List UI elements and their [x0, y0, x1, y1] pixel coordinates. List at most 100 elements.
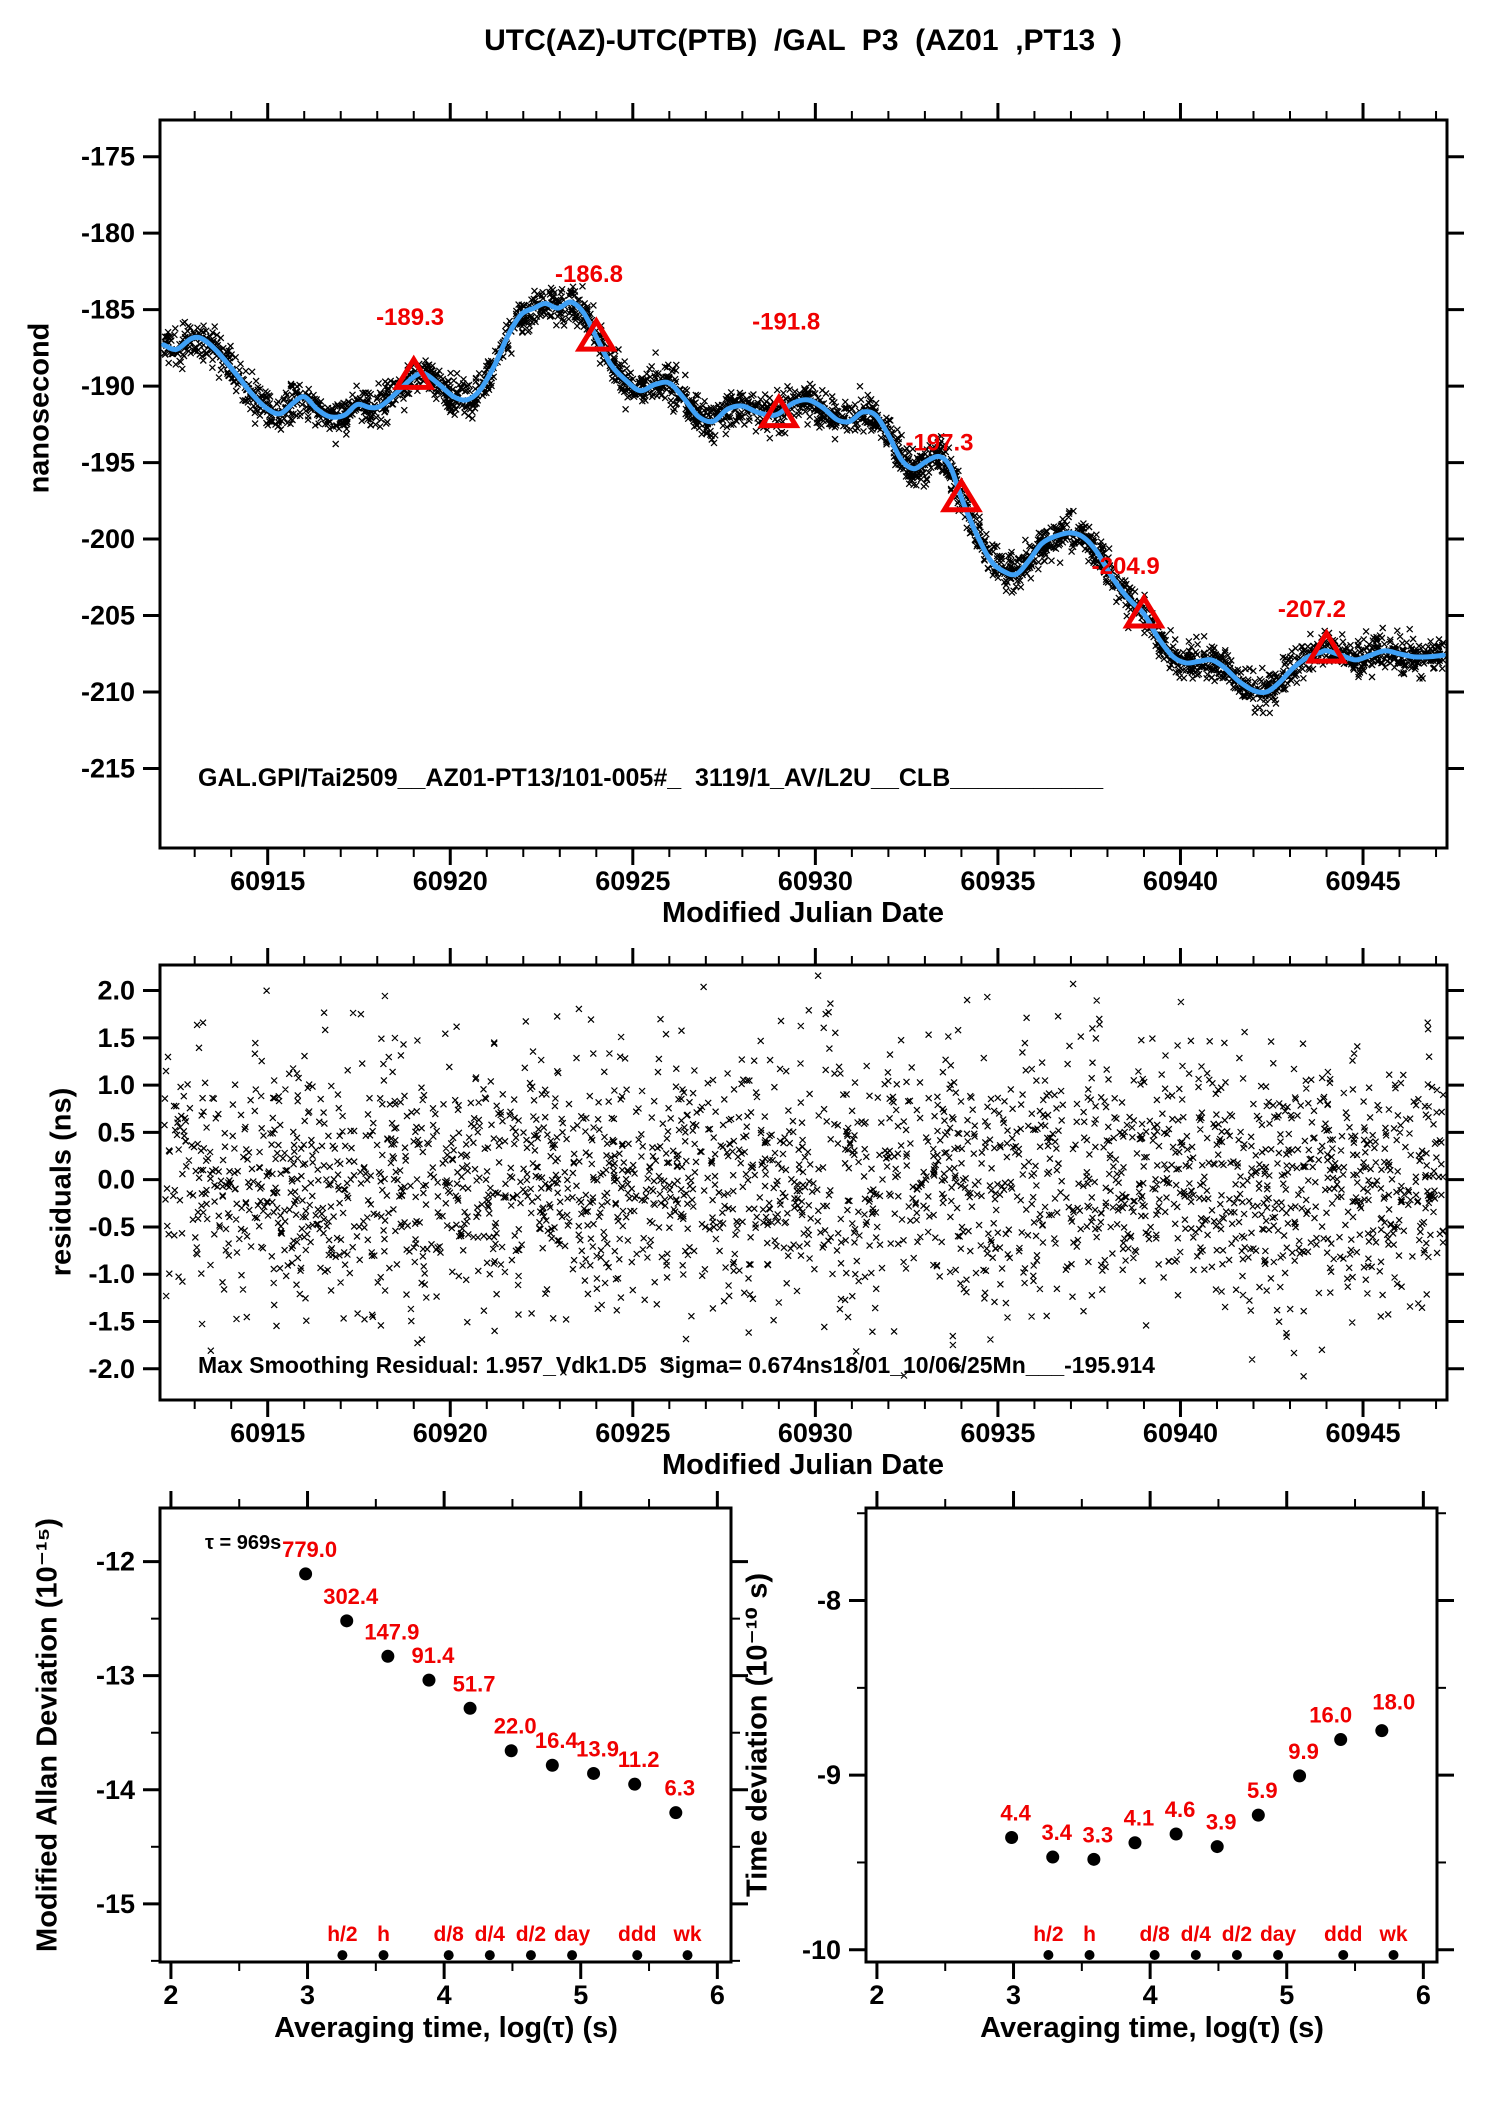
y-tick-label: -14: [96, 1775, 135, 1805]
tdev-point: [1210, 1840, 1224, 1854]
x-tick-label: 6: [710, 1980, 725, 2010]
x-tick-label: 60935: [960, 1418, 1035, 1448]
triangle-value-label: -189.3: [376, 304, 444, 331]
time-marker-label: day: [554, 1923, 591, 1946]
smoothed-curve: [161, 299, 1446, 696]
adev-point: [669, 1806, 683, 1820]
x-tick-label: 4: [1143, 1980, 1158, 2010]
calibration-triangle: [757, 392, 801, 429]
calibration-triangle: [1122, 593, 1166, 629]
y-axis-label-top: nanosecond: [23, 322, 56, 494]
top-panel: 60915 60920 60925 60930 60935 60940 60945 -215 -…: [81, 103, 1464, 896]
tick-labels: 60915 60920 60925 60930 60935 60940 60945 -2.0 -…: [88, 976, 1400, 1448]
y-tick-label: 1.5: [97, 1023, 135, 1053]
triangle-value-label: -197.3: [905, 429, 973, 456]
time-marker-label: d/4: [1181, 1923, 1212, 1946]
chart-title: UTC(AZ)-UTC(PTB) /GAL P3 (AZ01 ,PT13 ): [484, 24, 1122, 57]
triangle-value-label: -204.9: [1092, 553, 1160, 580]
tdev-point: [1005, 1830, 1019, 1844]
adev-value-label: 6.3: [665, 1776, 696, 1801]
tdev-point: [1293, 1769, 1307, 1783]
time-marker-dot: [1043, 1950, 1054, 1961]
time-marker-label: d/8: [1140, 1923, 1171, 1946]
calibration-triangle: [939, 476, 983, 513]
axis-box: [158, 118, 1449, 850]
time-marker-dot: [1388, 1950, 1399, 1961]
tdev-value-label: 16.0: [1309, 1703, 1352, 1728]
x-tick-label: 5: [1279, 1980, 1294, 2010]
time-marker-label: ddd: [618, 1923, 656, 1946]
time-marker-dot: [1084, 1950, 1095, 1961]
y-tick-label: -8: [817, 1586, 841, 1616]
time-marker-dot: [567, 1950, 578, 1961]
tdev-value-label: 5.9: [1247, 1778, 1278, 1803]
x-tick-label: 60925: [595, 866, 670, 896]
tick-labels: 2 3 4 5 6 -10 -9 -8: [802, 1586, 1431, 2010]
time-marker-label: d/8: [434, 1923, 465, 1946]
tdev-point: [1251, 1808, 1265, 1822]
adev-value-label: 13.9: [576, 1736, 619, 1761]
y-tick-label: -175: [81, 142, 135, 172]
x-axis-label-top: Modified Julian Date: [662, 897, 944, 929]
time-marker-dot: [1149, 1950, 1160, 1961]
time-marker-label: d/2: [516, 1923, 546, 1946]
x-tick-label: 60940: [1143, 1418, 1218, 1448]
y-axis-label-residuals: residuals (ns): [45, 1087, 78, 1277]
top-footnote: GAL.GPI/Tai2509__AZ01-PT13/101-005#_ 311…: [198, 764, 1104, 792]
adev-value-label: 51.7: [453, 1671, 496, 1696]
time-marker-label: h/2: [327, 1923, 357, 1946]
tdev-value-label: 3.4: [1041, 1820, 1072, 1845]
tdev-point: [1046, 1850, 1060, 1864]
y-tick-label: -185: [81, 295, 135, 325]
x-tick-label: 2: [163, 1980, 178, 2010]
time-marker-label: d/4: [475, 1923, 506, 1946]
time-marker-dot: [632, 1950, 643, 1961]
x-tick-label: 2: [869, 1980, 884, 2010]
time-marker-dot: [1231, 1950, 1242, 1961]
triangle-value-label: -191.8: [752, 309, 820, 336]
x-tick-label: 4: [437, 1980, 452, 2010]
tdev-value-label: 18.0: [1372, 1690, 1415, 1715]
y-tick-label: -9: [817, 1760, 841, 1790]
x-axis-label-residuals: Modified Julian Date: [662, 1449, 944, 1481]
tdev-point: [1087, 1852, 1101, 1866]
time-marker-label: ddd: [1324, 1923, 1362, 1946]
y-tick-label: -180: [81, 218, 135, 248]
triangle-value-label: -207.2: [1278, 596, 1346, 623]
y-tick-label: -190: [81, 371, 135, 401]
y-tick-label: -1.5: [88, 1307, 135, 1337]
tdev-point: [1128, 1836, 1142, 1850]
axis-box: [158, 1506, 733, 1964]
y-tick-label: -13: [96, 1661, 135, 1691]
residual-scatter-points: [161, 972, 1446, 1380]
adev-point: [587, 1766, 601, 1780]
y-tick-label: -0.5: [88, 1212, 135, 1242]
time-marker-label: h/2: [1033, 1923, 1063, 1946]
mdev-panel: 2 3 4 5 6 -15 -14 -13 -12 779.0 302.4 147.991.4 51.7…: [96, 1491, 748, 2010]
adev-point: [422, 1673, 436, 1687]
x-tick-label: 60930: [778, 1418, 853, 1448]
tdev-value-label: 3.9: [1206, 1810, 1237, 1835]
tdev-point: [1334, 1733, 1348, 1747]
ticks: [143, 103, 1464, 865]
time-marker-dot: [682, 1950, 693, 1961]
x-tick-label: 60940: [1143, 866, 1218, 896]
time-marker-dot: [484, 1950, 495, 1961]
y-tick-label: -15: [96, 1889, 135, 1919]
adev-point: [545, 1758, 559, 1772]
adev-point: [504, 1744, 518, 1758]
adev-point: [628, 1777, 642, 1791]
adev-point: [463, 1701, 477, 1715]
time-marker-label: wk: [1379, 1923, 1408, 1946]
ticks: [143, 948, 1464, 1417]
y-tick-label: 2.0: [97, 976, 135, 1006]
tdev-value-label: 3.3: [1083, 1822, 1114, 1847]
x-tick-label: 60945: [1325, 866, 1400, 896]
residuals-footnote: Max Smoothing Residual: 1.957_Vdk1.D5 Si…: [198, 1352, 1155, 1378]
adev-value-label: 147.9: [364, 1619, 419, 1644]
y-tick-label: 1.0: [97, 1070, 135, 1100]
y-axis-label-tdev: Time deviation (10⁻¹⁰ s): [741, 1573, 774, 1897]
tdev-value-label: 9.9: [1288, 1739, 1319, 1764]
